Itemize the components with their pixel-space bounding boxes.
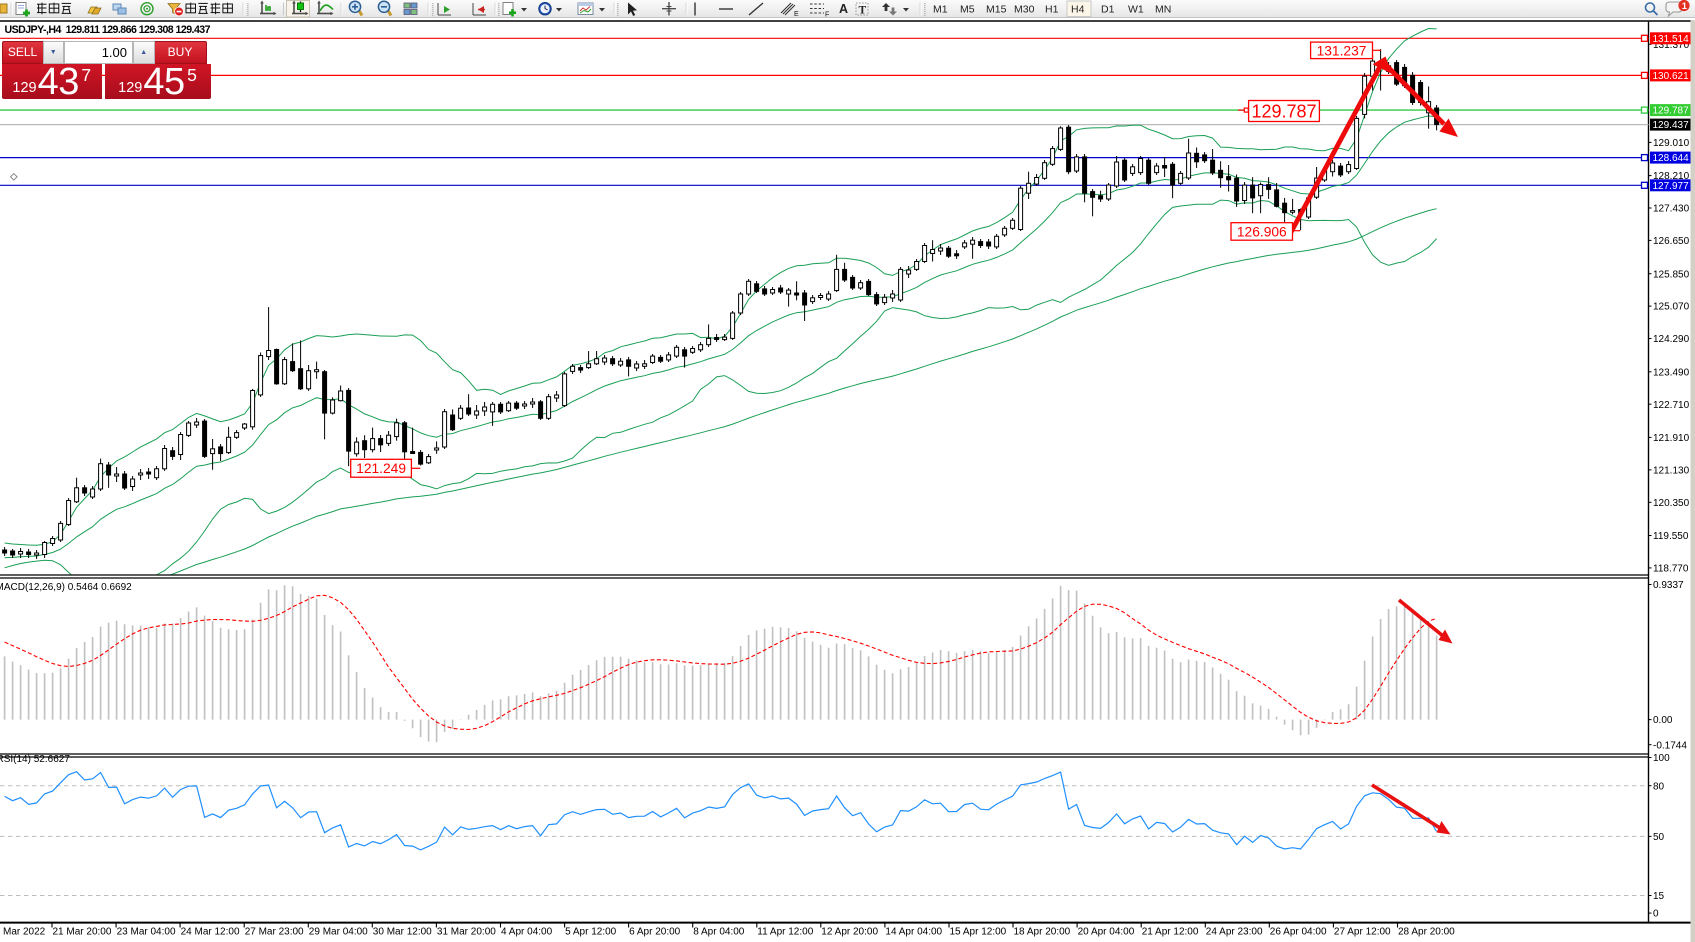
svg-text:50: 50 (1653, 832, 1665, 843)
svg-text:118.770: 118.770 (1653, 564, 1689, 575)
svg-text:A: A (839, 2, 848, 16)
svg-text:124.290: 124.290 (1653, 334, 1690, 345)
svg-text:29 Mar 04:00: 29 Mar 04:00 (309, 927, 368, 938)
svg-text:26 Apr 04:00: 26 Apr 04:00 (1270, 927, 1327, 938)
svg-text:M5: M5 (960, 4, 975, 16)
svg-text:USDJPY-,H4 129.811 129.866 12: USDJPY-,H4 129.811 129.866 129.308 129.4… (5, 24, 211, 36)
svg-text:-0.1744: -0.1744 (1653, 740, 1687, 751)
svg-text:126.650: 126.650 (1653, 236, 1690, 247)
svg-text:125.850: 125.850 (1653, 269, 1690, 280)
svg-text:27 Mar 23:00: 27 Mar 23:00 (245, 927, 304, 938)
svg-text:21 Apr 12:00: 21 Apr 12:00 (1142, 927, 1199, 938)
svg-text:30 Mar 12:00: 30 Mar 12:00 (373, 927, 432, 938)
svg-text:121.249: 121.249 (356, 461, 406, 476)
svg-text:131.514: 131.514 (1653, 34, 1690, 45)
svg-text:14 Apr 04:00: 14 Apr 04:00 (885, 927, 942, 938)
svg-text:121.910: 121.910 (1653, 433, 1690, 444)
svg-text:M1: M1 (933, 4, 948, 16)
svg-text:W1: W1 (1128, 4, 1144, 16)
svg-text:11 Apr 12:00: 11 Apr 12:00 (757, 927, 813, 938)
svg-text:5 Apr 12:00: 5 Apr 12:00 (565, 927, 617, 938)
svg-text:31 Mar 20:00: 31 Mar 20:00 (437, 927, 496, 938)
svg-text:M15: M15 (986, 4, 1007, 16)
svg-text:123.490: 123.490 (1653, 367, 1690, 378)
svg-text:H4: H4 (1071, 4, 1085, 16)
svg-text:131.370: 131.370 (1653, 40, 1690, 51)
svg-text:21 Mar 20:00: 21 Mar 20:00 (53, 927, 112, 938)
svg-text:27 Apr 12:00: 27 Apr 12:00 (1334, 927, 1391, 938)
svg-text:8 Apr 04:00: 8 Apr 04:00 (693, 927, 745, 938)
svg-text:129.787: 129.787 (1653, 106, 1690, 117)
svg-text:131.237: 131.237 (1317, 43, 1367, 58)
svg-text:122.710: 122.710 (1653, 400, 1690, 411)
svg-text:F: F (825, 12, 829, 19)
svg-text:15: 15 (1653, 891, 1665, 902)
svg-text:4 Apr 04:00: 4 Apr 04:00 (501, 927, 553, 938)
svg-text:RSI(14) 52.6627: RSI(14) 52.6627 (0, 754, 70, 765)
svg-text:119.550: 119.550 (1653, 531, 1689, 542)
svg-text:127.977: 127.977 (1653, 181, 1690, 192)
svg-text:100: 100 (1653, 753, 1670, 764)
svg-text:128.644: 128.644 (1653, 153, 1690, 164)
svg-text:T: T (859, 5, 867, 17)
svg-text:126.906: 126.906 (1237, 224, 1287, 239)
svg-text:12 Apr 20:00: 12 Apr 20:00 (821, 927, 878, 938)
svg-text:129.010: 129.010 (1653, 138, 1690, 149)
svg-text:129.437: 129.437 (1653, 120, 1690, 131)
svg-text:M30: M30 (1014, 4, 1035, 16)
svg-text:1: 1 (1682, 1, 1688, 12)
svg-text:6 Apr 20:00: 6 Apr 20:00 (629, 927, 681, 938)
svg-text:24 Mar 12:00: 24 Mar 12:00 (181, 927, 240, 938)
svg-text:15 Apr 12:00: 15 Apr 12:00 (950, 927, 1007, 938)
svg-text:0.00: 0.00 (1653, 715, 1673, 726)
svg-text:0: 0 (1653, 909, 1659, 920)
svg-text:120.350: 120.350 (1653, 498, 1690, 509)
svg-text:24 Apr 23:00: 24 Apr 23:00 (1206, 927, 1263, 938)
svg-text:125.070: 125.070 (1653, 302, 1690, 313)
svg-text:128.210: 128.210 (1653, 171, 1690, 182)
svg-text:Mar 2022: Mar 2022 (3, 927, 46, 938)
svg-text:0.9337: 0.9337 (1653, 580, 1684, 591)
svg-text:127.430: 127.430 (1653, 204, 1690, 215)
svg-text:H1: H1 (1045, 4, 1059, 16)
svg-text:130.621: 130.621 (1653, 71, 1690, 82)
svg-text:23 Mar 04:00: 23 Mar 04:00 (117, 927, 176, 938)
svg-text:121.130: 121.130 (1653, 466, 1690, 477)
svg-text:20 Apr 04:00: 20 Apr 04:00 (1078, 927, 1135, 938)
svg-text:129.787: 129.787 (1251, 102, 1316, 122)
svg-text:MACD(12,26,9) 0.5464 0.6692: MACD(12,26,9) 0.5464 0.6692 (0, 582, 132, 593)
svg-text:E: E (794, 11, 799, 18)
svg-text:80: 80 (1653, 781, 1665, 792)
svg-text:D1: D1 (1101, 4, 1115, 16)
svg-text:MN: MN (1155, 4, 1171, 16)
svg-text:18 Apr 20:00: 18 Apr 20:00 (1014, 927, 1071, 938)
svg-text:28 Apr 20:00: 28 Apr 20:00 (1398, 927, 1455, 938)
